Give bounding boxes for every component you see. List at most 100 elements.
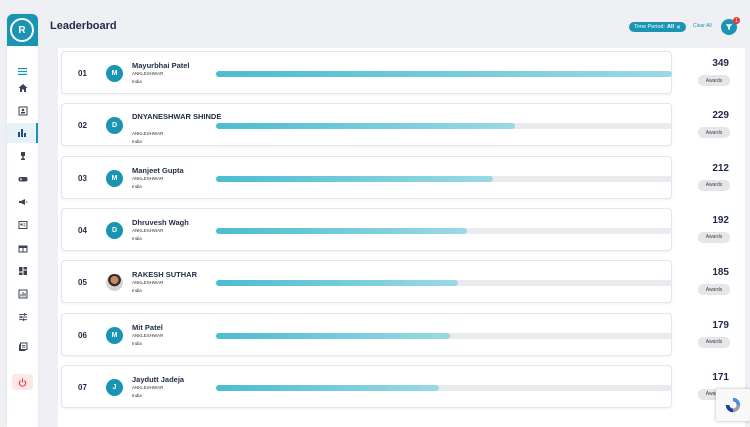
recaptcha-icon bbox=[725, 397, 741, 413]
participant-country: India bbox=[132, 79, 142, 84]
sidebar-header: R bbox=[7, 14, 38, 46]
filter-icon bbox=[725, 24, 733, 31]
participant-city: ANKLESHWAR bbox=[132, 384, 164, 390]
sidebar-item-announcements[interactable] bbox=[7, 192, 38, 212]
id-card-icon bbox=[18, 106, 27, 116]
participant-city: ANKLESHWAR bbox=[132, 175, 164, 181]
rank-number: 05 bbox=[78, 278, 87, 288]
megaphone-icon bbox=[18, 199, 27, 205]
participant-city: ANKLESHWAR bbox=[132, 280, 164, 286]
score-value: 229 bbox=[712, 110, 729, 122]
awards-badge[interactable]: Awards bbox=[698, 231, 730, 243]
leaderboard-row[interactable]: 06 M Mit Patel ANKLESHWAR India 179 Awards bbox=[61, 312, 730, 356]
filter-count-badge: 1 bbox=[733, 17, 740, 24]
sidebar-item-dashboard[interactable] bbox=[7, 261, 38, 281]
logout-button[interactable] bbox=[12, 374, 33, 390]
leaderboard-row[interactable]: 03 M Manjeet Gupta ANKLESHWAR India 212 Awards bbox=[61, 155, 730, 199]
participant-country: India bbox=[132, 183, 142, 189]
sidebar-item-surveys[interactable] bbox=[7, 215, 38, 235]
score-value: 171 bbox=[712, 371, 729, 383]
participant-name: Mayurbhai Patel bbox=[132, 61, 190, 70]
rank-number: 01 bbox=[78, 69, 87, 78]
sidebar-item-leaderboard[interactable] bbox=[7, 123, 38, 143]
awards-badge[interactable]: Awards bbox=[698, 179, 730, 191]
participant-name: Mit Patel bbox=[132, 322, 163, 332]
score-progress-bar bbox=[216, 280, 672, 287]
avatar: M bbox=[106, 326, 123, 344]
score-value: 349 bbox=[712, 58, 729, 69]
library-icon bbox=[18, 342, 27, 351]
power-icon bbox=[18, 377, 27, 387]
leaderboard-row[interactable]: 01 M Mayurbhai Patel ANKLESHWAR India 349 Awar… bbox=[61, 51, 730, 94]
participant-country: India bbox=[132, 288, 142, 294]
participant-name: Manjeet Gupta bbox=[132, 165, 184, 175]
awards-badge[interactable]: Awards bbox=[698, 127, 730, 139]
top-bar bbox=[40, 7, 743, 37]
sidebar-item-gifts[interactable] bbox=[7, 238, 38, 258]
awards-badge[interactable]: Awards bbox=[698, 75, 730, 86]
participant-name: RAKESH SUTHAR bbox=[132, 270, 198, 280]
score-progress-fill bbox=[216, 123, 516, 130]
avatar bbox=[106, 274, 123, 292]
gift-icon bbox=[18, 245, 27, 253]
score-progress-fill bbox=[216, 71, 672, 77]
home-icon bbox=[18, 84, 27, 92]
participant-country: India bbox=[132, 392, 142, 398]
participant-city: ANKLESHWAR bbox=[132, 131, 164, 137]
time-period-filter-chip[interactable]: Time Period: All ✕ bbox=[629, 22, 687, 32]
hamburger-icon bbox=[18, 67, 27, 75]
score-progress-bar bbox=[216, 175, 672, 182]
score-value: 179 bbox=[712, 319, 729, 331]
sidebar-item-settings[interactable] bbox=[7, 307, 38, 327]
score-progress-bar bbox=[216, 227, 672, 234]
participant-city: ANKLESHWAR bbox=[132, 227, 164, 233]
score-value: 185 bbox=[712, 267, 729, 279]
user-avatar[interactable]: R bbox=[10, 18, 34, 42]
score-progress-bar bbox=[216, 332, 672, 339]
score-progress-fill bbox=[216, 175, 493, 182]
clear-all-link[interactable]: Clear All bbox=[693, 23, 712, 29]
awards-badge[interactable]: Awards bbox=[698, 388, 730, 400]
chip-value: All bbox=[666, 24, 675, 30]
awards-badge[interactable]: Awards bbox=[698, 336, 730, 348]
score-progress-fill bbox=[216, 384, 440, 391]
sidebar-item-reports[interactable] bbox=[7, 284, 38, 304]
sidebar-item-library[interactable] bbox=[7, 337, 38, 357]
participant-name: Dhruvesh Wagh bbox=[132, 217, 189, 227]
list-card-icon bbox=[18, 221, 27, 229]
leaderboard-row[interactable]: 07 J Jaydutt Jadeja ANKLESHWAR India 171 Award… bbox=[61, 364, 730, 408]
score-progress-fill bbox=[216, 332, 450, 339]
sidebar: R bbox=[7, 14, 38, 427]
sliders-icon bbox=[18, 313, 27, 321]
rank-number: 03 bbox=[78, 173, 87, 183]
score-value: 192 bbox=[712, 214, 729, 226]
leaderboard-row[interactable]: 02 D DNYANESHWAR SHINDE ANKLESHWAR India 229 A… bbox=[61, 103, 730, 147]
rank-number: 02 bbox=[78, 121, 87, 131]
page-title: Leaderboard bbox=[50, 20, 117, 32]
avatar: D bbox=[106, 117, 123, 135]
recaptcha-badge[interactable] bbox=[716, 389, 750, 421]
participant-city: ANKLESHWAR bbox=[132, 332, 164, 338]
score-progress-fill bbox=[216, 227, 467, 234]
sidebar-item-games[interactable] bbox=[7, 169, 38, 189]
avatar: D bbox=[106, 221, 123, 239]
avatar: M bbox=[106, 65, 123, 82]
leaderboard-row[interactable]: 05 RAKESH SUTHAR ANKLESHWAR India 185 Awards bbox=[61, 260, 730, 304]
gamepad-icon bbox=[18, 177, 27, 182]
participant-country: India bbox=[132, 235, 142, 241]
participant-country: India bbox=[132, 340, 142, 346]
sidebar-item-home[interactable] bbox=[7, 78, 38, 98]
bar-chart-icon bbox=[17, 129, 26, 137]
score-progress-fill bbox=[216, 280, 458, 287]
menu-toggle-button[interactable] bbox=[7, 62, 38, 80]
score-progress-bar bbox=[216, 123, 672, 130]
sidebar-item-profile[interactable] bbox=[7, 101, 38, 121]
filter-button[interactable] bbox=[721, 19, 737, 35]
rank-number: 07 bbox=[78, 382, 87, 392]
close-icon[interactable]: ✕ bbox=[676, 24, 682, 31]
sidebar-item-rewards[interactable] bbox=[7, 146, 38, 166]
participant-name: Jaydutt Jadeja bbox=[132, 374, 185, 384]
leaderboard-row[interactable]: 04 D Dhruvesh Wagh ANKLESHWAR India 192 Awards bbox=[61, 207, 730, 251]
awards-badge[interactable]: Awards bbox=[698, 284, 730, 296]
rank-number: 04 bbox=[78, 225, 87, 235]
